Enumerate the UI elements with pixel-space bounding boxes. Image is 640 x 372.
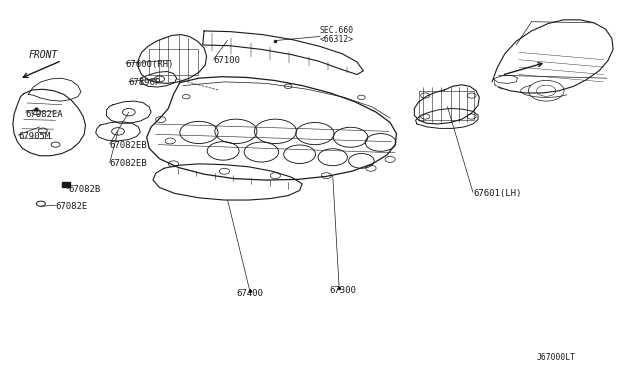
Text: 67082E: 67082E <box>56 202 88 211</box>
Text: <66312>: <66312> <box>320 35 354 44</box>
Text: 67600(RH): 67600(RH) <box>125 60 174 69</box>
Text: 67082EB: 67082EB <box>109 141 147 150</box>
Bar <box>62 182 70 187</box>
Text: 67100: 67100 <box>214 56 241 65</box>
Text: 67082B: 67082B <box>68 185 100 194</box>
Text: FRONT: FRONT <box>28 50 58 60</box>
Text: 67400: 67400 <box>236 289 263 298</box>
Text: 67082EA: 67082EA <box>26 109 63 119</box>
Text: 67082EB: 67082EB <box>109 159 147 169</box>
Text: 67300: 67300 <box>330 286 356 295</box>
Text: SEC.660: SEC.660 <box>320 26 354 35</box>
Text: 67601(LH): 67601(LH) <box>473 189 522 198</box>
Text: J67000LT: J67000LT <box>537 353 575 362</box>
Text: 67896P: 67896P <box>129 78 161 87</box>
Text: 67905M: 67905M <box>18 132 50 141</box>
